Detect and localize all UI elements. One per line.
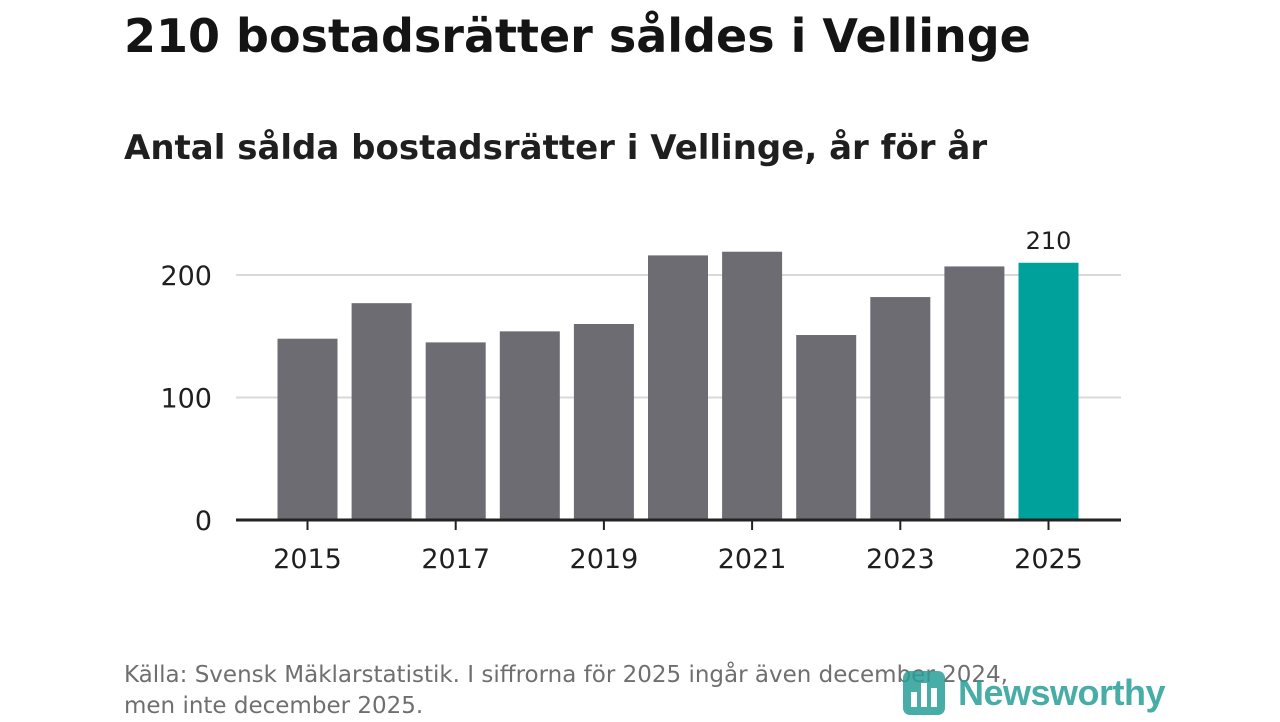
x-tick-label: 2025 (1014, 544, 1083, 575)
bar-2015 (277, 338, 338, 520)
axes (236, 518, 1121, 530)
bar-2020 (648, 255, 708, 520)
newsworthy-logo: Newsworthy (902, 670, 1166, 716)
y-tick-label: 0 (195, 506, 212, 537)
x-tick-label: 2021 (718, 544, 787, 575)
bars (277, 251, 1079, 520)
source-note: Källa: Svensk Mäklarstatistik. I siffror… (124, 660, 1104, 722)
bar-2018 (499, 331, 560, 520)
chart-subtitle: Antal sålda bostadsrätter i Vellinge, år… (124, 128, 988, 168)
y-tick-label: 200 (160, 261, 212, 292)
bar-2024 (944, 266, 1005, 520)
labels: 0 100 200 210 2015 2017 2019 2021 2023 2025 (160, 227, 1082, 575)
bar-2019 (573, 324, 634, 520)
bar-chart-icon (903, 671, 945, 715)
bar-2016 (351, 303, 412, 520)
logo-text: Newsworthy (958, 672, 1166, 713)
bar-2017 (425, 342, 486, 520)
bar-2025 (1018, 262, 1079, 520)
x-tick-label: 2023 (866, 544, 935, 575)
x-tick-label: 2019 (570, 544, 639, 575)
bar-chart: 0 100 200 210 2015 2017 2019 2021 2023 2025 (160, 227, 1121, 575)
chart-title: 210 bostadsrätter såldes i Vellinge (124, 9, 1031, 63)
value-label-2025: 210 (1026, 227, 1072, 255)
source-note-line-1: Källa: Svensk Mäklarstatistik. I siffror… (124, 662, 1008, 688)
source-note-line-2: men inte december 2025. (124, 693, 424, 719)
x-tick-label: 2017 (421, 544, 490, 575)
x-tick-label: 2015 (273, 544, 342, 575)
y-tick-label: 100 (160, 384, 212, 415)
bar-2023 (870, 297, 931, 520)
bar-2022 (796, 335, 857, 520)
bar-2021 (722, 251, 783, 520)
